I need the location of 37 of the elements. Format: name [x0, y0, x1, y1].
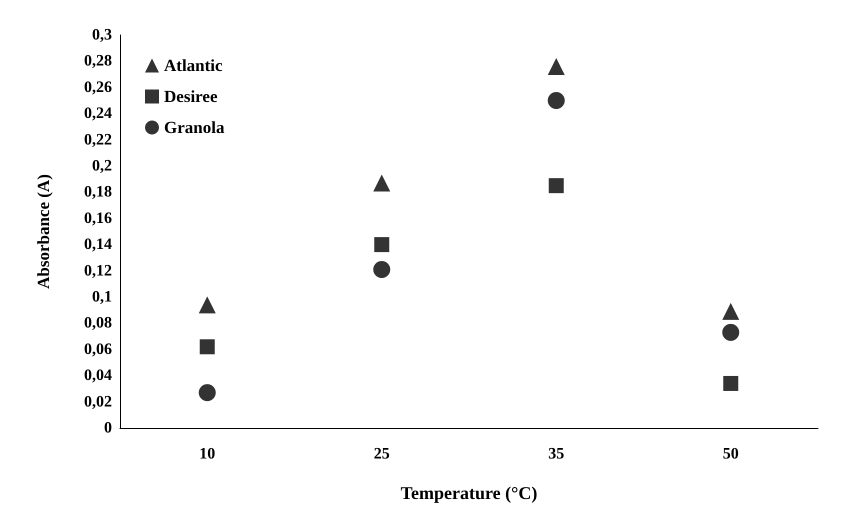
- x-tick-label: 35: [548, 446, 564, 462]
- y-tick-label: 0,16: [84, 210, 112, 227]
- point: [198, 384, 216, 402]
- point: [373, 174, 390, 192]
- point: [200, 339, 215, 354]
- y-tick-label: 0,06: [84, 340, 112, 358]
- legend-label: Desiree: [164, 87, 218, 106]
- point: [548, 58, 565, 75]
- y-tick-label: 0,22: [84, 131, 112, 148]
- x-tick-label: 10: [199, 446, 216, 462]
- x-axis-title: Temperature (°C): [400, 483, 538, 503]
- x-tick-label: 25: [374, 446, 390, 462]
- point: [374, 237, 390, 252]
- point: [198, 296, 216, 314]
- y-tick-label: 0,04: [84, 367, 112, 384]
- y-tick-label: 0,08: [84, 314, 112, 332]
- y-tick-label: 0,26: [84, 78, 112, 96]
- point: [548, 178, 564, 194]
- y-tick-label: 0,18: [84, 184, 112, 201]
- point: [722, 302, 740, 320]
- y-tick-label: 0,1: [92, 288, 112, 306]
- y-tick-label: 0: [104, 420, 112, 436]
- y-tick-label: 0,02: [84, 393, 112, 410]
- y-tick-label: 0,24: [84, 105, 112, 122]
- legend-label: Atlantic: [164, 56, 223, 75]
- y-tick-label: 0,12: [84, 262, 112, 280]
- point: [723, 376, 738, 391]
- x-tick-label: 50: [722, 446, 739, 462]
- point: [548, 92, 565, 109]
- y-tick-label: 0,14: [84, 236, 112, 254]
- legend-label: Granola: [164, 118, 225, 137]
- point: [373, 260, 390, 278]
- y-tick-label: 0,3: [92, 26, 112, 44]
- y-tick-label: 0,28: [84, 52, 112, 70]
- y-tick-label: 0,2: [92, 158, 112, 174]
- point: [722, 324, 740, 341]
- y-axis-title: Absorbance (A): [34, 174, 53, 289]
